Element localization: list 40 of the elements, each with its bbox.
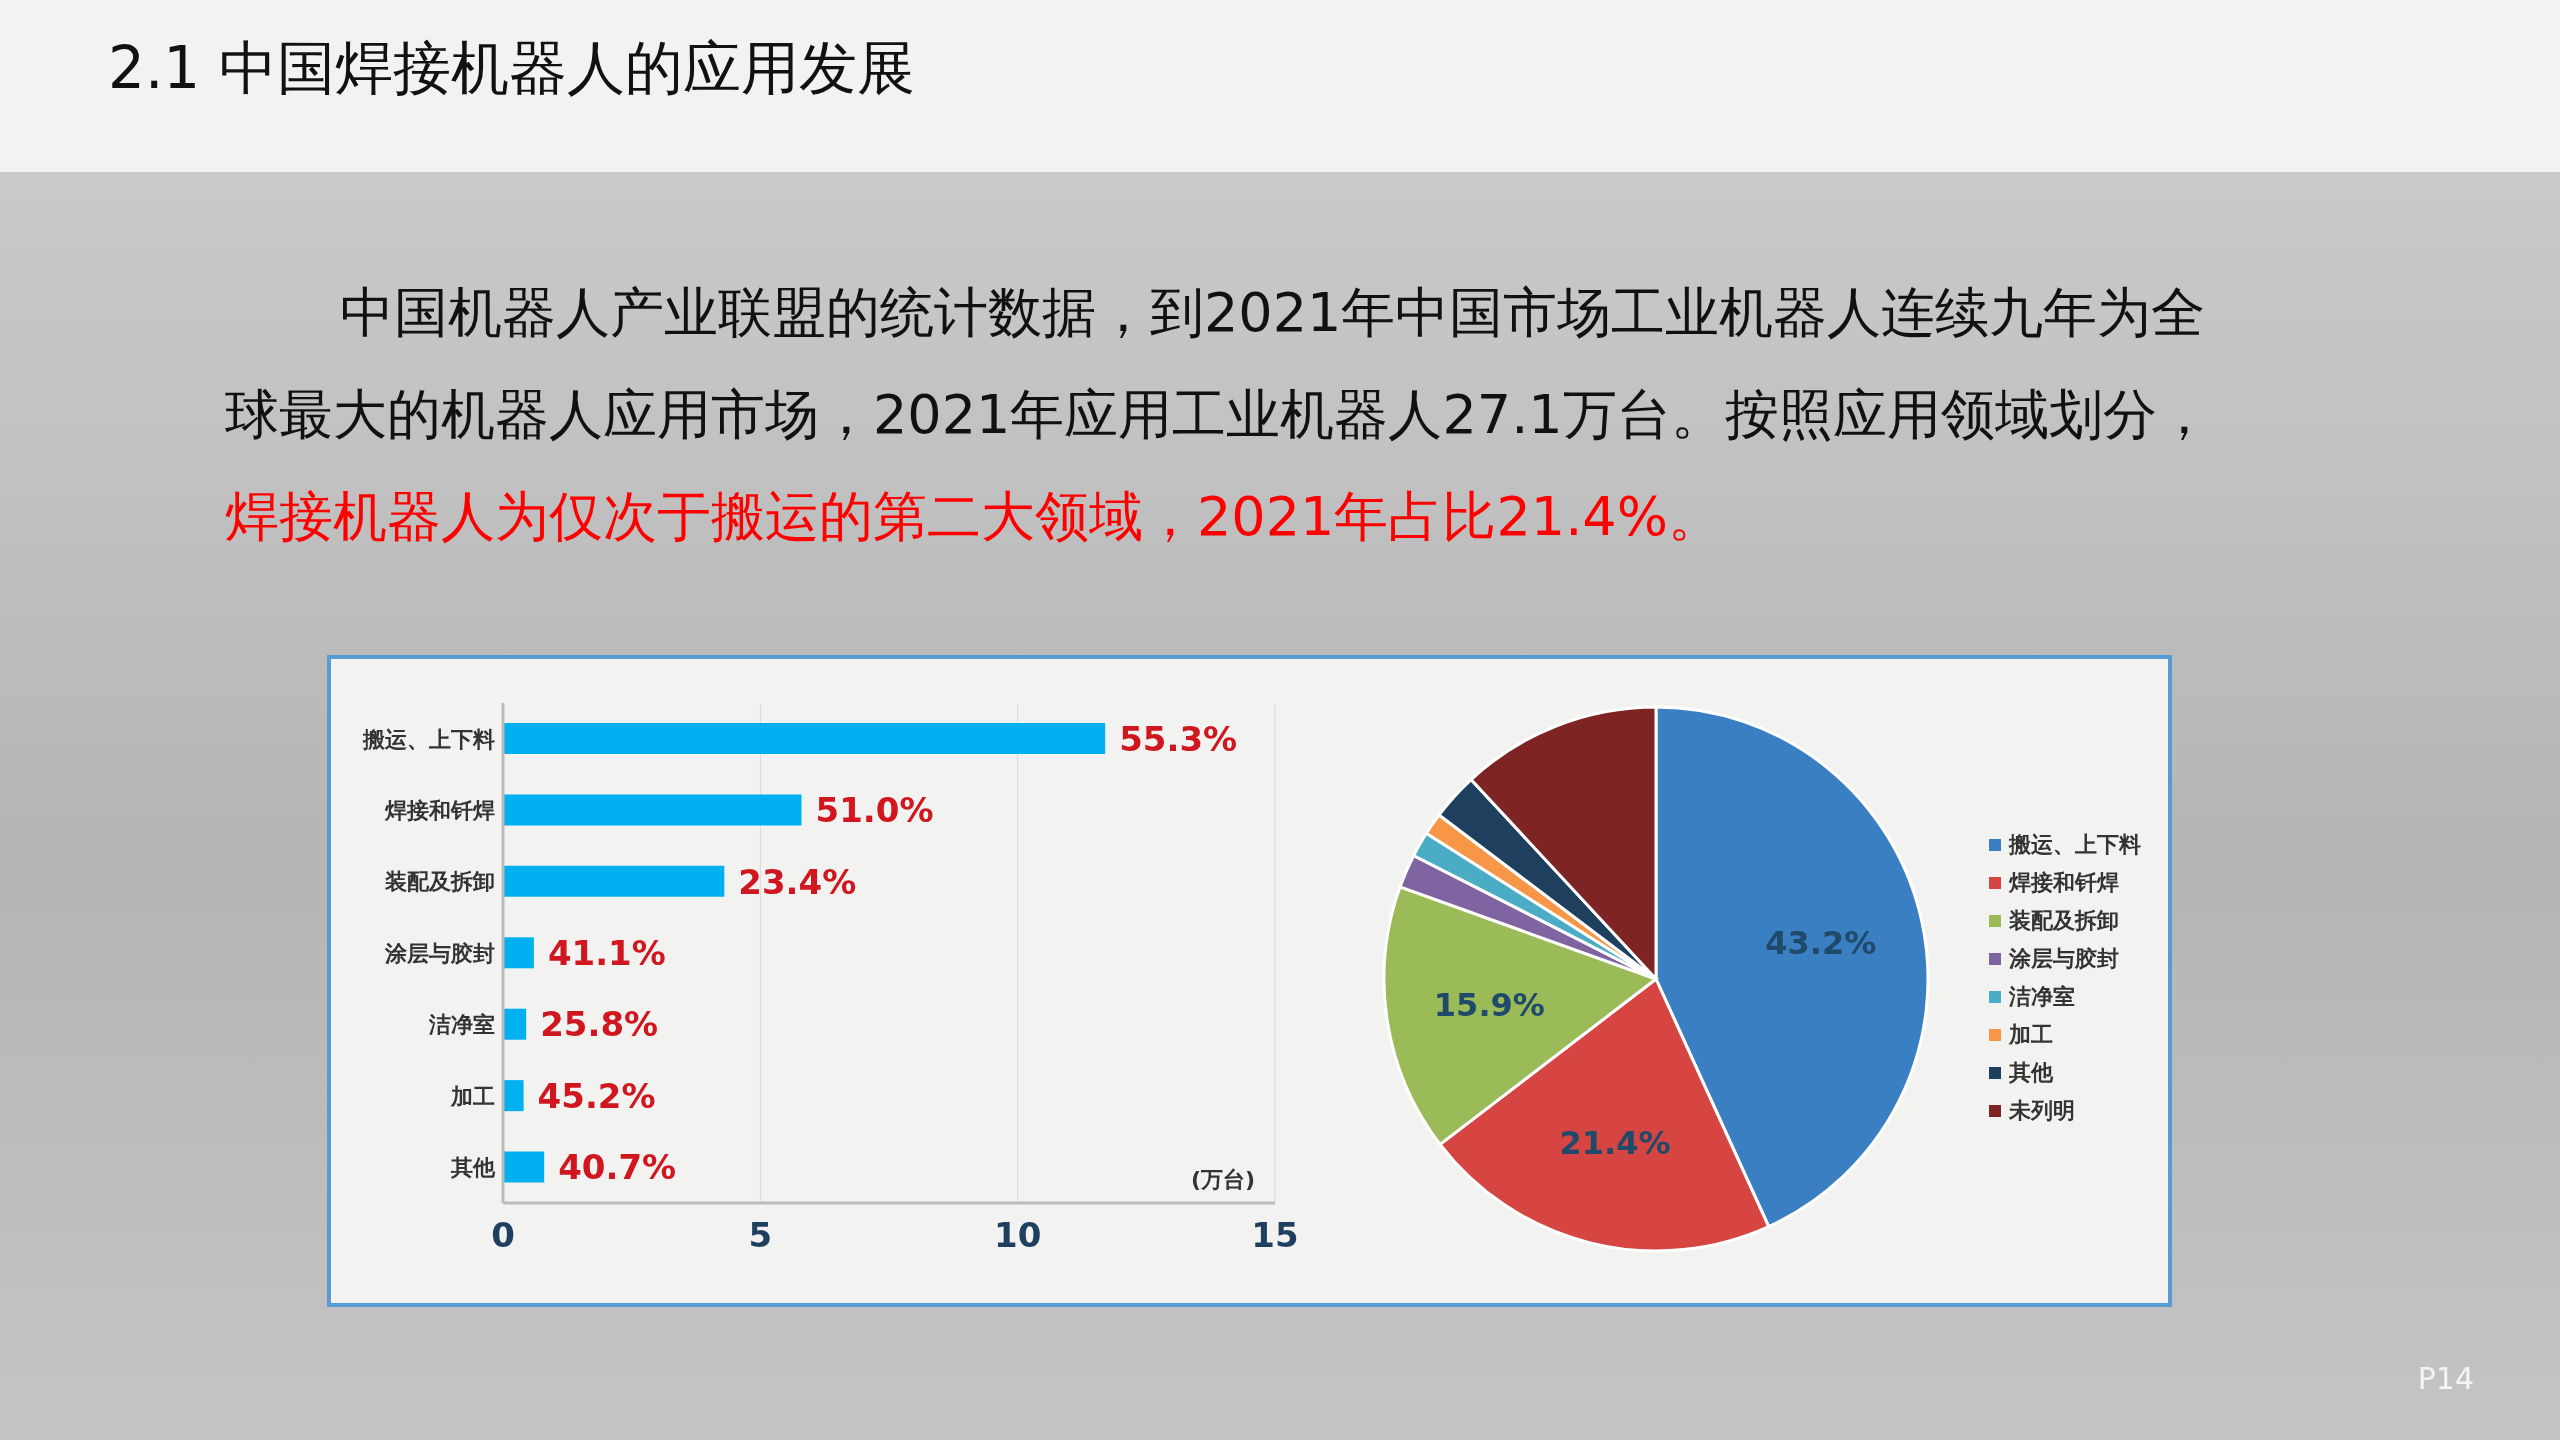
y-tick-label: 涂层与胶封 <box>384 940 495 966</box>
y-tick-label: 焊接和钎焊 <box>384 797 495 823</box>
y-tick-label: 其他 <box>450 1155 496 1181</box>
data-label: 21.4% <box>1559 1123 1671 1162</box>
text: 中国机器人产业联盟的统计数据，到2021年中国市场工业机器人连续九年为全球最大的机器人应用市场，2021年应用工业机器人27.1万台。按照应用领域划分， <box>225 281 2211 446</box>
bar <box>503 1008 527 1040</box>
bar <box>503 723 1106 754</box>
x-tick-label: 0 <box>491 1215 515 1256</box>
bar <box>503 1080 524 1112</box>
bar <box>503 865 725 897</box>
bar <box>503 1151 545 1183</box>
x-tick-label: 10 <box>994 1215 1042 1256</box>
annotation: 25.8% <box>540 1004 659 1045</box>
legend-label: 其他 <box>2009 1059 2053 1087</box>
legend-label: 加工 <box>2009 1021 2053 1049</box>
annotation: 41.1% <box>547 933 666 974</box>
y-tick-label: 洁净室 <box>428 1012 495 1038</box>
x-tick-label: 15 <box>1251 1215 1299 1256</box>
legend-label: 焊接和钎焊 <box>2009 869 2119 897</box>
bar <box>503 794 802 826</box>
chart-title: 2.1 中国焊接机器人的应用发展 <box>108 33 915 104</box>
legend-label: 装配及拆卸 <box>2009 907 2119 935</box>
data-label: 43.2% <box>1765 924 1877 963</box>
x-tick-label: 5 <box>748 1215 773 1256</box>
y-tick-label: 搬运、上下料 <box>362 726 495 752</box>
y-tick-label: 加工 <box>450 1083 495 1109</box>
legend-label: 洁净室 <box>2009 983 2075 1011</box>
legend-label: 涂层与胶封 <box>2009 945 2119 973</box>
annotation: 55.3% <box>1119 718 1238 759</box>
annotation: 40.7% <box>558 1147 677 1188</box>
y-tick-label: 装配及拆卸 <box>384 869 495 895</box>
bar <box>503 937 534 969</box>
legend-label: 未列明 <box>2009 1097 2075 1125</box>
legend-label: 搬运、上下料 <box>2009 831 2141 859</box>
annotation: 45.2% <box>537 1075 656 1116</box>
annotation: 23.4% <box>738 861 857 902</box>
x-axis-title: (万台) <box>1190 1166 1255 1194</box>
annotation: 51.0% <box>815 790 934 831</box>
text: 焊接机器人为仅次于搬运的第二大领域，2021年占比21.4%。 <box>225 485 1722 548</box>
data-label: 15.9% <box>1433 985 1545 1024</box>
